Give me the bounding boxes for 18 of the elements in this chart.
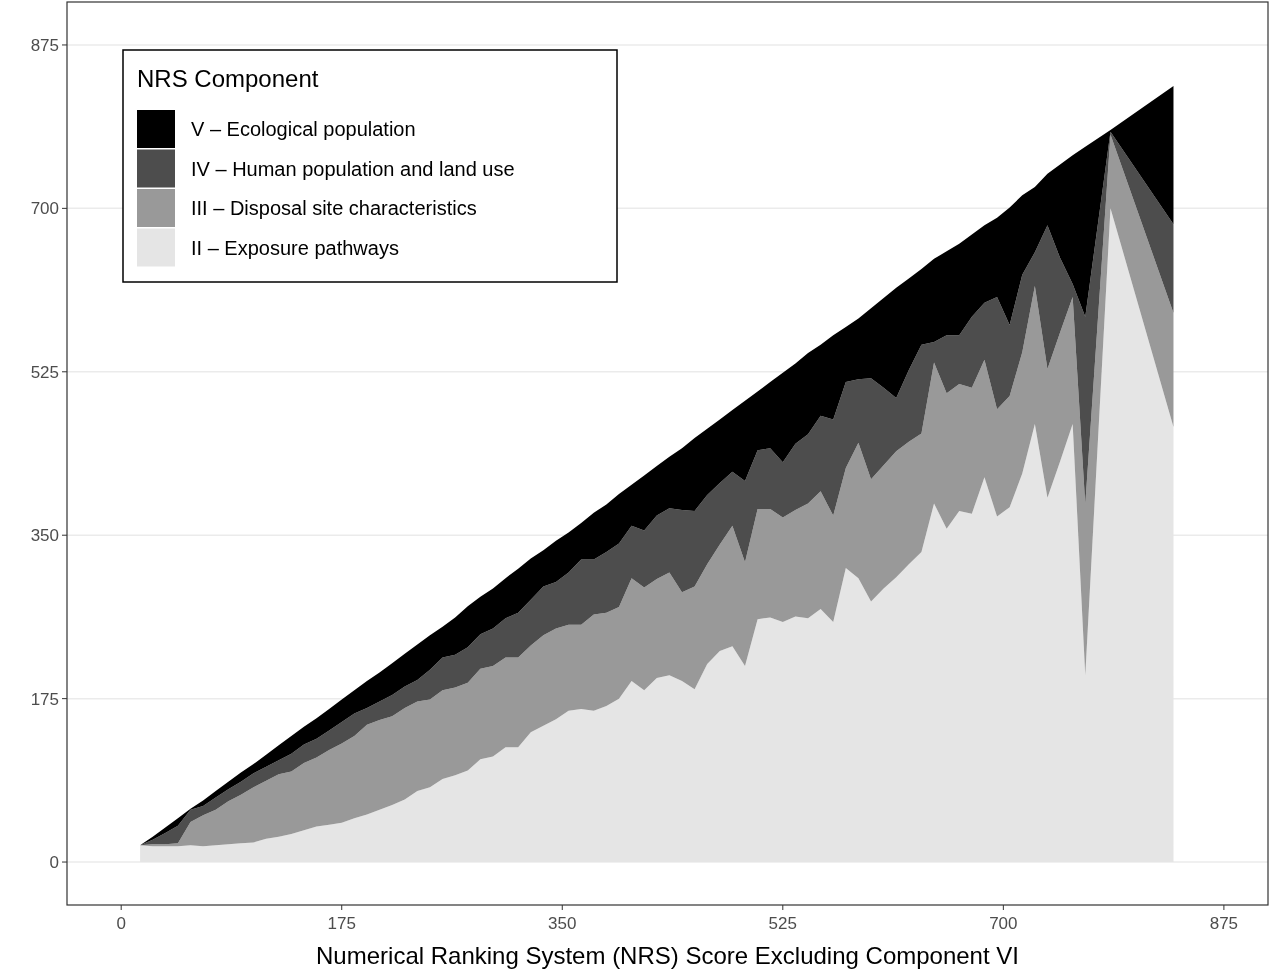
x-tick-label: 350 xyxy=(548,914,577,933)
legend-label: II – Exposure pathways xyxy=(191,236,399,259)
y-tick-label: 0 xyxy=(49,852,59,872)
x-tick-label: 0 xyxy=(116,914,126,933)
y-tick-label: 525 xyxy=(30,362,59,382)
y-tick-label: 175 xyxy=(30,689,59,709)
x-tick-label: 175 xyxy=(327,914,356,933)
legend-label: V – Ecological population xyxy=(191,118,416,140)
x-tick-label: 700 xyxy=(989,914,1018,933)
y-tick-label: 875 xyxy=(30,35,59,55)
y-tick-label: 350 xyxy=(30,526,59,546)
y-tick-label: 700 xyxy=(30,199,59,219)
legend-title: NRS Component xyxy=(137,65,319,92)
x-tick-label: 525 xyxy=(768,914,797,933)
legend-label: IV – Human population and land use xyxy=(191,157,515,180)
x-axis-title: Numerical Ranking System (NRS) Score Excluding Component VI xyxy=(316,942,1019,969)
x-tick-label: 875 xyxy=(1209,914,1239,933)
legend-label: III – Disposal site characteristics xyxy=(191,197,477,219)
